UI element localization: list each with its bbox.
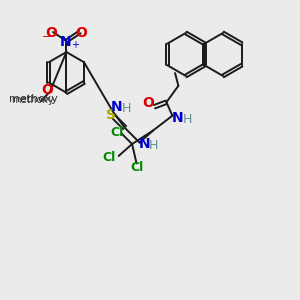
Text: H: H <box>149 139 158 152</box>
Text: O: O <box>41 83 53 97</box>
Text: S: S <box>106 108 116 122</box>
Text: Cl: Cl <box>102 151 116 164</box>
Text: H: H <box>182 113 192 126</box>
Text: −: − <box>41 32 51 41</box>
Text: +: + <box>70 40 79 50</box>
Text: Cl: Cl <box>130 160 143 173</box>
Text: methoxy: methoxy <box>8 94 57 103</box>
Text: Cl: Cl <box>110 126 123 139</box>
Text: H: H <box>121 102 131 115</box>
Text: O: O <box>142 96 154 110</box>
Text: N: N <box>111 100 122 114</box>
Text: methoxy: methoxy <box>12 95 54 105</box>
Text: N: N <box>139 137 150 151</box>
Text: N: N <box>60 34 72 49</box>
Text: O: O <box>45 26 57 40</box>
Text: N: N <box>172 111 183 125</box>
Text: O: O <box>75 26 87 40</box>
